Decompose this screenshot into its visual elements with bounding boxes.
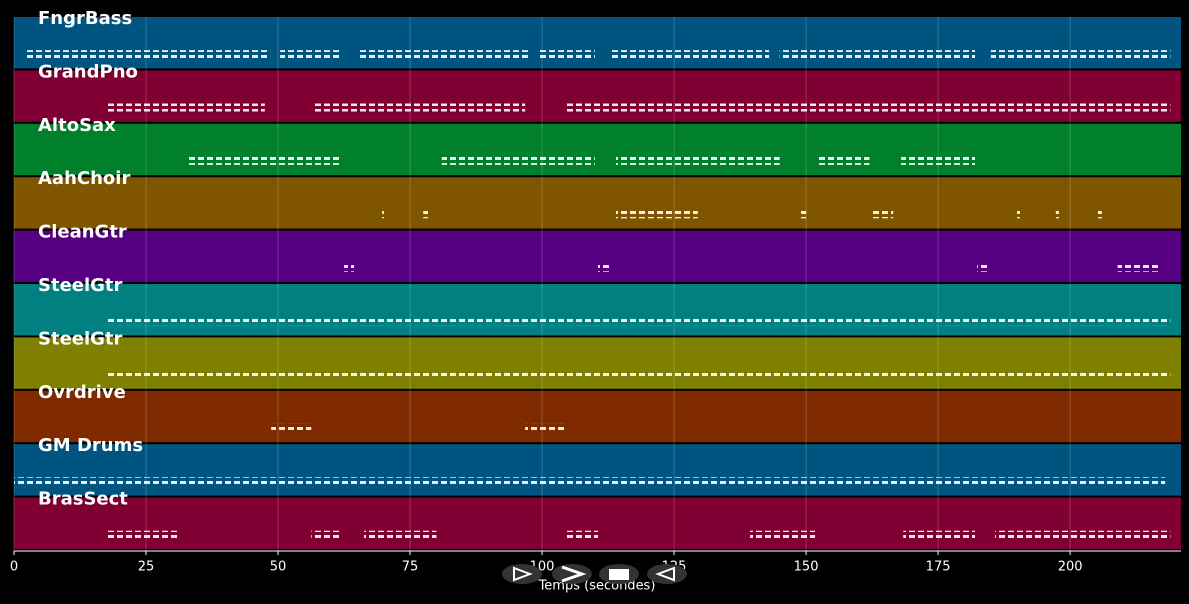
labels: FngrBass GrandPno AltoSax AahChoir CleanGtr S… bbox=[10, 8, 1083, 575]
track-name: FngrBass bbox=[38, 8, 132, 29]
track-name: SteelGtr bbox=[38, 275, 123, 296]
marks bbox=[14, 50, 1171, 539]
note-segment bbox=[565, 530, 599, 539]
note-segment bbox=[901, 156, 976, 165]
note-segment bbox=[903, 530, 976, 539]
track-name: AltoSax bbox=[38, 115, 116, 136]
x-tick-label: 75 bbox=[402, 560, 419, 575]
rewind-button[interactable] bbox=[647, 564, 687, 584]
note-segment bbox=[995, 530, 1171, 539]
x-tick-label: 50 bbox=[270, 560, 287, 575]
note-segment bbox=[107, 530, 180, 539]
note-segment bbox=[598, 263, 611, 272]
note-segment bbox=[14, 477, 1166, 486]
note-segment bbox=[977, 263, 989, 272]
note-segment bbox=[816, 156, 870, 165]
track-band bbox=[14, 337, 1181, 389]
note-segment bbox=[610, 50, 770, 59]
x-tick-label: 200 bbox=[1058, 560, 1083, 575]
x-tick-label: 150 bbox=[794, 560, 819, 575]
note-segment bbox=[25, 50, 271, 59]
x-tick-label: 0 bbox=[10, 560, 18, 575]
note-segment bbox=[1055, 210, 1062, 219]
note-segment bbox=[423, 210, 428, 219]
x-tick-label: 25 bbox=[138, 560, 155, 575]
track-band bbox=[14, 444, 1181, 496]
track-band bbox=[14, 497, 1181, 549]
playback-controls bbox=[502, 564, 687, 584]
note-segment bbox=[441, 156, 595, 165]
note-segment bbox=[1015, 210, 1020, 219]
note-segment bbox=[271, 423, 312, 432]
x-axis-label: Temps (secondes) bbox=[538, 579, 656, 594]
note-segment bbox=[382, 210, 387, 219]
track-band bbox=[14, 284, 1181, 336]
note-segment bbox=[525, 423, 566, 432]
track-band bbox=[14, 17, 1181, 69]
track-name: GM Drums bbox=[38, 435, 143, 456]
track-name: SteelGtr bbox=[38, 328, 123, 349]
play-button[interactable] bbox=[502, 564, 542, 584]
track-name: GrandPno bbox=[38, 61, 138, 82]
note-segment bbox=[1117, 263, 1159, 272]
note-segment bbox=[750, 530, 816, 539]
track-band bbox=[14, 390, 1181, 443]
note-segment bbox=[1096, 210, 1102, 219]
track-name: CleanGtr bbox=[38, 222, 127, 243]
note-segment bbox=[344, 263, 355, 272]
tracks bbox=[14, 17, 1181, 549]
track-band bbox=[14, 177, 1181, 229]
stop-button[interactable] bbox=[599, 564, 639, 584]
track-name: BrasSect bbox=[38, 489, 128, 510]
track-name: AahChoir bbox=[38, 168, 130, 189]
note-segment bbox=[800, 210, 807, 219]
note-segment bbox=[872, 210, 894, 219]
note-segment bbox=[311, 530, 340, 539]
track-band bbox=[14, 70, 1181, 122]
note-segment bbox=[280, 50, 340, 59]
note-segment bbox=[105, 103, 265, 112]
track-band bbox=[14, 123, 1181, 176]
note-segment bbox=[779, 50, 976, 59]
note-segment bbox=[105, 317, 1171, 326]
track-band bbox=[14, 230, 1181, 282]
forward-button[interactable] bbox=[552, 564, 592, 584]
note-segment bbox=[615, 210, 698, 219]
x-tick-label: 175 bbox=[926, 560, 951, 575]
note-segment bbox=[615, 156, 780, 165]
note-segment bbox=[565, 103, 1171, 112]
note-segment bbox=[539, 50, 595, 59]
note-segment bbox=[188, 156, 340, 165]
note-segment bbox=[357, 50, 530, 59]
note-segment bbox=[312, 103, 526, 112]
note-segment bbox=[105, 370, 1171, 379]
note-segment bbox=[990, 50, 1171, 59]
note-segment bbox=[364, 530, 437, 539]
track-name: Ovrdrive bbox=[38, 382, 126, 403]
